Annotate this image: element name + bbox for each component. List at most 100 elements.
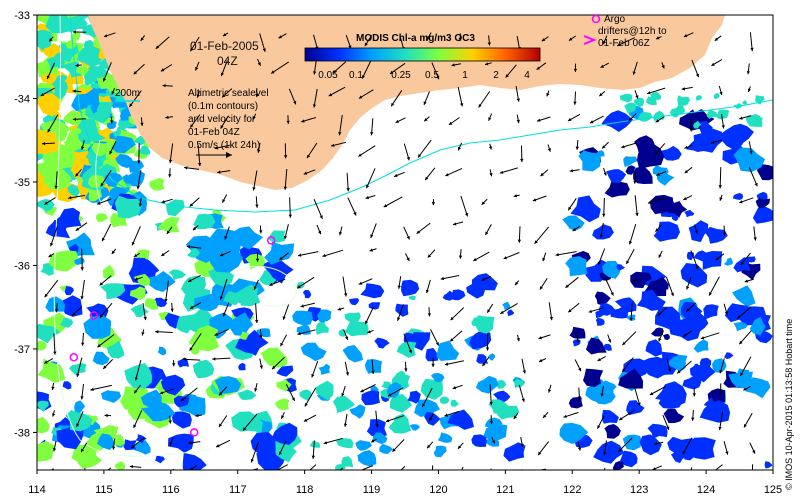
chlorophyll-patch — [106, 120, 117, 129]
chlorophyll-patch — [693, 120, 702, 129]
altimetry-note: Altimetric sealevel (0.1m contours) and ve… — [188, 88, 269, 151]
velocity-arrow — [555, 251, 577, 257]
velocity-arrow — [451, 63, 461, 67]
velocity-arrow — [599, 222, 604, 238]
velocity-arrow — [259, 358, 263, 369]
velocity-arrow — [255, 252, 260, 262]
chlorophyll-patch — [261, 347, 287, 368]
velocity-arrow — [600, 385, 604, 397]
velocity-arrow — [301, 117, 316, 123]
chlorophyll-patch — [390, 394, 413, 413]
velocity-arrow — [607, 334, 612, 343]
velocity-arrow — [393, 171, 405, 178]
chlorophyll-patch — [568, 397, 583, 409]
velocity-arrow — [457, 86, 464, 107]
velocity-arrow — [221, 194, 228, 203]
velocity-arrow — [358, 89, 374, 99]
velocity-arrow — [296, 276, 315, 289]
velocity-arrow — [338, 114, 343, 136]
velocity-arrow — [255, 196, 259, 208]
velocity-arrow — [252, 170, 258, 191]
chlorophyll-patch — [437, 432, 453, 443]
velocity-arrow — [49, 36, 54, 42]
velocity-arrow — [573, 63, 578, 72]
chlorophyll-patch — [604, 180, 630, 198]
colorbar-labels: 0.05 0.1 0.25 0.5 1 2 4 — [318, 70, 530, 81]
velocity-arrow — [403, 333, 412, 354]
chlorophyll-patch — [83, 88, 100, 106]
chlorophyll-patch — [139, 145, 151, 155]
velocity-arrow — [280, 412, 285, 419]
velocity-arrow — [449, 330, 463, 342]
velocity-arrow — [658, 330, 664, 342]
chlorophyll-patch — [292, 310, 313, 326]
velocity-arrow — [358, 145, 376, 157]
x-tick-label: 115 — [95, 484, 113, 496]
velocity-arrow — [75, 168, 82, 177]
x-axis: 114 115 116 117 118 119 120 121 122 123 124 125 — [28, 470, 782, 496]
chlorophyll-patch — [160, 374, 186, 396]
velocity-arrow — [72, 30, 87, 34]
chlorophyll-patch — [229, 312, 254, 337]
chlorophyll-patch — [601, 409, 619, 424]
velocity-arrow — [633, 386, 641, 407]
chlorophyll-patch — [724, 303, 748, 323]
chlorophyll-patch — [636, 289, 666, 311]
velocity-arrow — [646, 87, 666, 95]
chlorophyll-patch — [439, 396, 450, 404]
velocity-arrow — [632, 61, 638, 75]
velocity-arrow — [458, 249, 463, 259]
chlorophyll-patch — [651, 276, 669, 291]
velocity-arrow — [431, 199, 436, 206]
colorbar-tick-label: 4 — [524, 70, 530, 81]
chlorophyll-patch — [372, 432, 388, 445]
chlorophyll-patch — [76, 45, 101, 68]
velocity-arrow — [283, 168, 288, 190]
velocity-arrow — [567, 113, 581, 122]
chlorophyll-patch — [732, 193, 744, 200]
velocity-arrow — [253, 279, 259, 291]
velocity-arrow — [744, 278, 754, 283]
velocity-arrow — [503, 252, 520, 260]
velocity-arrow — [481, 276, 491, 281]
velocity-arrow — [219, 250, 231, 257]
australia-landmass — [88, 15, 725, 190]
chlorophyll-patch — [360, 283, 385, 299]
velocity-arrow — [656, 171, 667, 176]
velocity-arrow — [189, 333, 202, 351]
velocity-arrow — [360, 465, 374, 470]
chlorophyll-patch — [88, 192, 103, 202]
velocity-arrow — [76, 411, 84, 428]
chlorophyll-patch — [96, 72, 118, 89]
chlorophyll-patch — [723, 257, 733, 266]
chlorophyll-patch — [704, 226, 728, 244]
chlorophyll-patch — [268, 230, 286, 243]
velocity-arrow — [242, 413, 258, 432]
velocity-arrow — [597, 355, 606, 362]
velocity-arrow — [649, 385, 666, 396]
argo-note-line: Argo — [604, 14, 626, 25]
chlorophyll-patch — [70, 31, 81, 42]
chlorophyll-patch — [733, 322, 748, 332]
chlorophyll-patch — [134, 135, 146, 146]
x-tick-label: 124 — [697, 484, 715, 496]
argo-note-line: 01-Feb 06Z — [598, 38, 650, 49]
chlorophyll-patch — [684, 209, 695, 218]
chlorophyll-patch — [43, 43, 63, 58]
velocity-arrow — [270, 61, 289, 74]
velocity-arrow — [44, 279, 59, 298]
chlorophyll-patch — [238, 362, 246, 371]
velocity-arrow — [425, 279, 431, 294]
velocity-arrow — [520, 437, 524, 448]
chlorophyll-patch — [361, 390, 380, 406]
colorbar-tick-label: 0.1 — [349, 70, 363, 81]
velocity-arrow — [692, 387, 696, 397]
argo-note-line: drifters@12h to — [598, 26, 667, 37]
chlorophyll-patch — [157, 217, 180, 233]
velocity-arrow — [52, 440, 57, 452]
chlorophyll-patch — [37, 358, 66, 383]
velocity-arrow — [694, 224, 698, 234]
velocity-arrow — [133, 384, 141, 394]
velocity-arrow — [81, 140, 85, 150]
velocity-arrow — [691, 59, 700, 78]
